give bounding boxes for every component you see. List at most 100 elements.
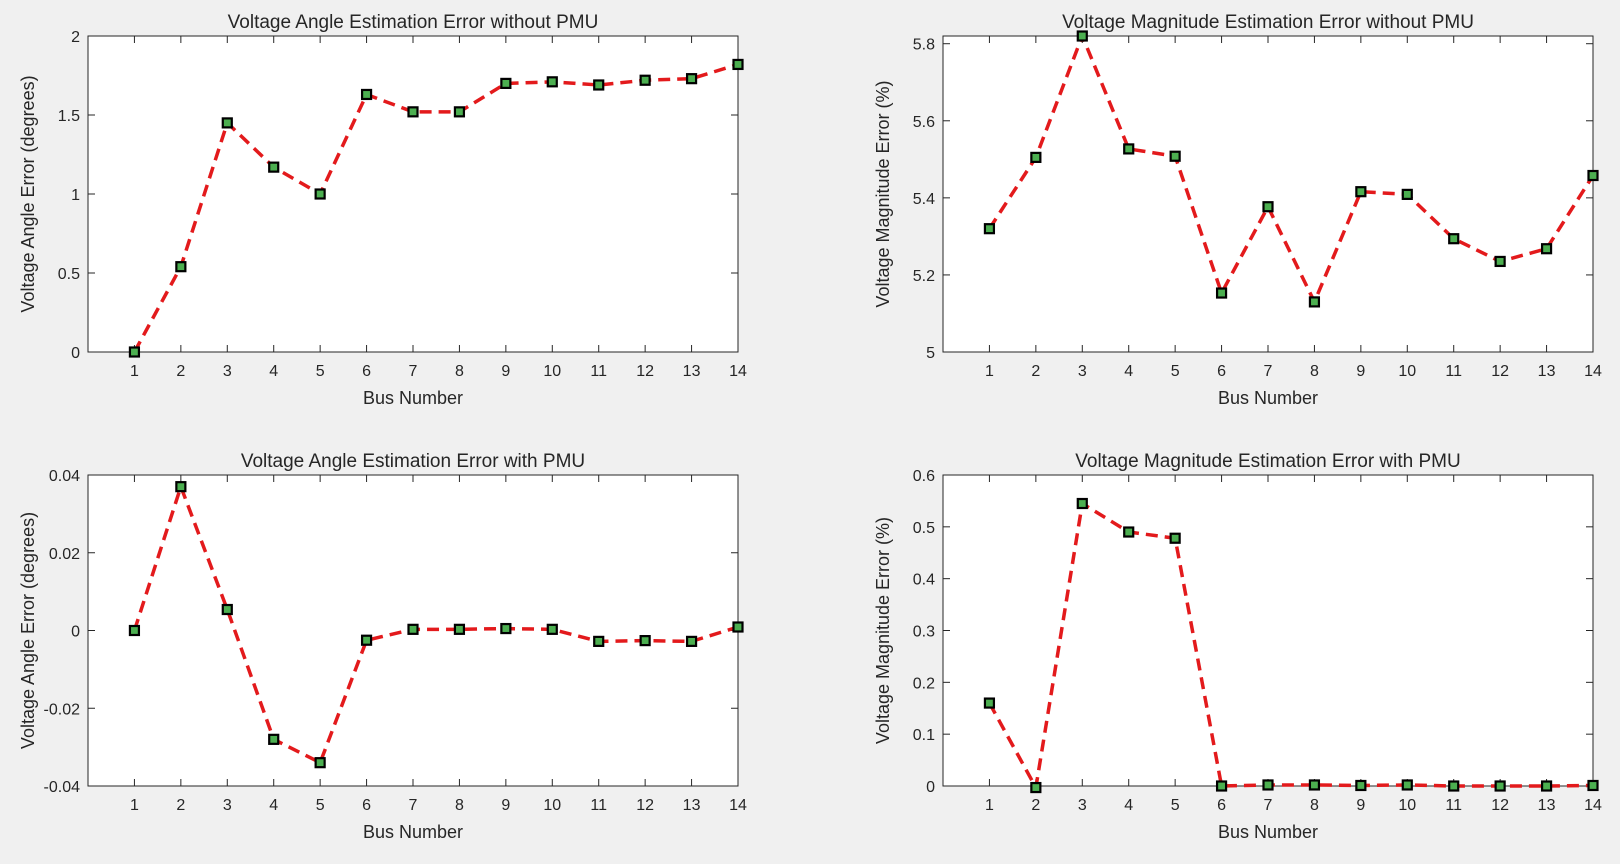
x-axis-label: Bus Number (1218, 388, 1318, 408)
x-tick-label: 7 (1264, 797, 1273, 814)
x-tick-label: 11 (590, 363, 607, 380)
data-point-marker (593, 635, 605, 647)
y-tick-label: -0.04 (44, 779, 81, 796)
data-point-marker (546, 76, 558, 88)
data-point-marker (639, 635, 651, 647)
x-axis-label: Bus Number (1218, 822, 1318, 842)
data-point-marker (983, 697, 996, 709)
x-tick-label: 13 (683, 797, 701, 814)
x-tick-label: 5 (1171, 797, 1180, 814)
data-point-marker (221, 117, 233, 129)
data-point-marker (1587, 169, 1599, 182)
data-point-marker (1448, 780, 1460, 792)
x-tick-label: 8 (1310, 363, 1319, 380)
y-tick-label: 5 (926, 345, 935, 362)
data-point-marker (1355, 186, 1367, 198)
data-point-marker (1308, 296, 1321, 308)
y-axis-label: Voltage Angle Error (degrees) (18, 512, 38, 749)
x-tick-label: 12 (1491, 363, 1509, 380)
data-point-marker (1215, 780, 1228, 792)
x-tick-label: 4 (269, 363, 278, 380)
x-tick-label: 2 (176, 797, 185, 814)
x-tick-label: 14 (1584, 363, 1602, 380)
data-point-marker (407, 623, 419, 635)
x-tick-label: 3 (223, 797, 232, 814)
data-point-marker (1540, 243, 1553, 255)
y-tick-label: 0.5 (913, 520, 935, 537)
y-tick-label: 5.6 (913, 114, 935, 131)
x-tick-label: 10 (1398, 363, 1416, 380)
x-tick-label: 8 (1310, 797, 1319, 814)
data-point-marker (1076, 30, 1088, 42)
data-point-marker (1262, 779, 1274, 791)
chart-title: Voltage Angle Estimation Error without P… (228, 12, 599, 33)
data-point-marker (1448, 233, 1460, 245)
axes-box (942, 35, 1594, 353)
x-tick-label: 6 (362, 797, 371, 814)
x-tick-label: 2 (176, 363, 185, 380)
plot-magnitude-error-without-pmu: 1 2 3 4 5 6 7 8 9 10 11 12 13 1455.25.45.65.8Voltage … (873, 12, 1602, 408)
y-tick-label: 5.8 (913, 37, 935, 54)
x-tick-label: 4 (269, 797, 278, 814)
data-point-marker (685, 635, 698, 647)
data-point-marker (732, 58, 744, 71)
x-tick-label: 11 (590, 797, 607, 814)
x-tick-label: 2 (1031, 797, 1040, 814)
data-point-marker (314, 188, 326, 200)
data-point-marker (407, 106, 419, 118)
x-tick-label: 11 (1445, 363, 1462, 380)
x-tick-label: 10 (543, 797, 561, 814)
data-point-marker (1262, 201, 1274, 213)
x-tick-label: 1 (130, 797, 139, 814)
series-line (987, 501, 1594, 790)
plot-magnitude-error-with-pmu: 1 2 3 4 5 6 7 8 9 10 11 12 13 1400.10.20.30.40.50.6Vo… (873, 451, 1602, 842)
y-tick-label: 0.6 (913, 468, 935, 485)
data-point-marker (593, 79, 605, 91)
y-tick-label: 0 (71, 345, 80, 362)
data-point-marker (453, 623, 466, 635)
x-tick-label: 1 (985, 797, 994, 814)
data-point-marker (1494, 255, 1506, 268)
data-point-marker (1355, 779, 1367, 792)
data-point-marker (175, 261, 187, 273)
data-point-marker (268, 733, 280, 745)
data-point-marker (1401, 188, 1413, 200)
data-point-marker (1215, 287, 1228, 299)
x-tick-label: 5 (316, 797, 325, 814)
data-point-marker (1494, 780, 1506, 792)
x-tick-label: 8 (455, 363, 464, 380)
y-tick-label: 0.1 (913, 727, 935, 744)
y-tick-label: 2 (71, 29, 80, 46)
x-tick-label: 12 (636, 797, 654, 814)
y-axis-label: Voltage Angle Error (degrees) (18, 75, 38, 312)
data-point-marker (1169, 532, 1181, 544)
x-tick-label: 14 (729, 363, 747, 380)
data-point-marker (1169, 150, 1181, 162)
y-tick-label: 0 (926, 779, 935, 796)
x-axis-label: Bus Number (363, 388, 463, 408)
x-tick-label: 8 (455, 797, 464, 814)
data-point-marker (500, 622, 512, 635)
data-point-marker (1308, 779, 1321, 791)
x-tick-label: 2 (1031, 363, 1040, 380)
y-tick-label: 0.4 (913, 572, 935, 589)
x-tick-label: 14 (729, 797, 747, 814)
x-tick-label: 4 (1124, 797, 1133, 814)
data-point-marker (732, 621, 744, 633)
x-tick-label: 1 (130, 363, 139, 380)
data-point-marker (1123, 526, 1135, 538)
x-tick-label: 4 (1124, 363, 1133, 380)
y-axis-label: Voltage Magnitude Error (%) (873, 517, 893, 744)
axes-box (87, 35, 739, 353)
y-tick-label: 0 (71, 624, 80, 641)
x-tick-label: 14 (1584, 797, 1602, 814)
x-tick-label: 1 (985, 363, 994, 380)
data-point-marker (360, 88, 373, 101)
x-tick-label: 11 (1445, 797, 1462, 814)
x-tick-label: 10 (543, 363, 561, 380)
x-tick-label: 7 (409, 363, 418, 380)
plot-angle-error-with-pmu: 1 2 3 4 5 6 7 8 9 10 11 12 13 14-0.04-0.0200.020.04Vo… (18, 451, 747, 842)
data-point-marker (983, 223, 996, 235)
